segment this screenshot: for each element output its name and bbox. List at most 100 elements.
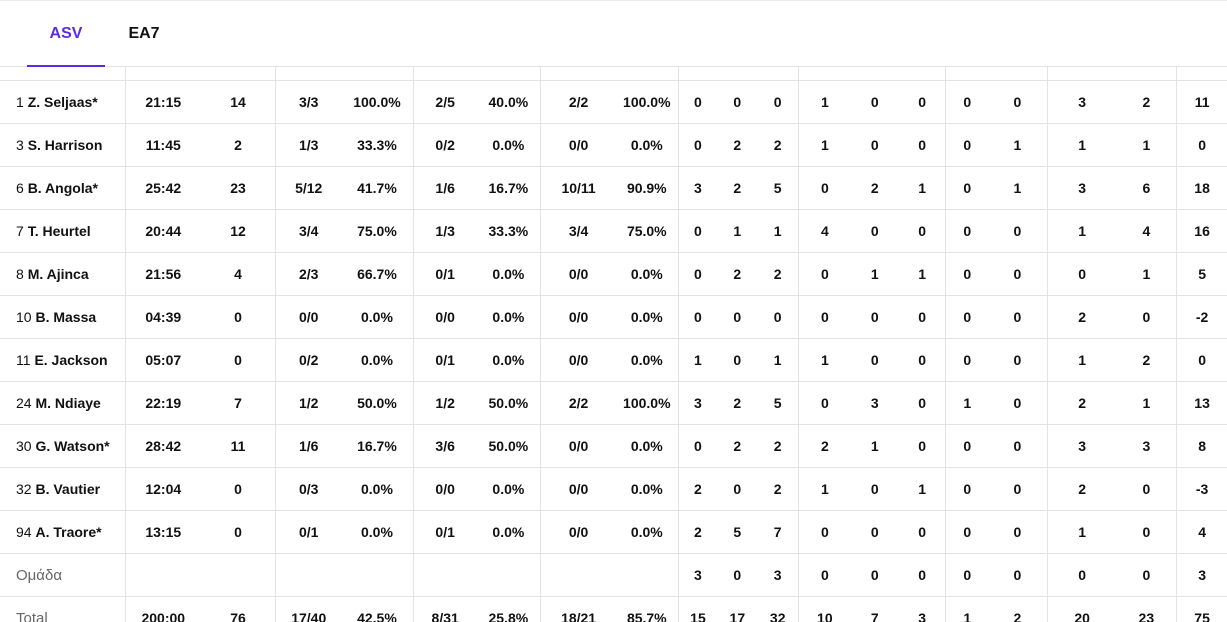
player-name[interactable]: M. Ajinca: [27, 266, 89, 282]
stat-cell: 0.0%: [476, 338, 542, 382]
header-cell: [1047, 67, 1117, 81]
stat-cell: 20: [1047, 596, 1117, 622]
stat-cell: 12:04: [125, 467, 201, 511]
stat-cell: 2: [1047, 295, 1117, 339]
player-row: 1 Z. Seljaas* 21:15 14 3/3 100.0% 2/5 40.0% 2/2…: [0, 80, 1227, 124]
stat-cell: 20:44: [125, 209, 201, 253]
stat-cell: 0: [898, 123, 947, 167]
stat-cell: 1: [717, 209, 758, 253]
player-name[interactable]: A. Traore*: [35, 524, 102, 540]
player-name[interactable]: M. Ndiaye: [35, 395, 101, 411]
team-row: Ομάδα 3 0 3 0 0 0 0 0 0 0 3: [0, 553, 1227, 597]
box-score-table: 1 Z. Seljaas* 21:15 14 3/3 100.0% 2/5 40.0% 2/2…: [0, 67, 1227, 622]
stat-cell: 0: [988, 510, 1048, 554]
stat-cell: 2: [757, 424, 800, 468]
stat-cell: 0: [798, 252, 851, 296]
tab-asv[interactable]: ASV: [49, 25, 83, 42]
stat-cell: 0: [678, 123, 718, 167]
player-name[interactable]: B. Angola*: [27, 180, 98, 196]
stat-cell: 3: [898, 596, 947, 622]
stat-cell: 1/6: [413, 166, 477, 210]
player-name[interactable]: B. Massa: [35, 309, 97, 325]
stat-cell: 1: [1116, 252, 1178, 296]
stat-cell: 18: [1176, 166, 1227, 210]
player-row: 8 M. Ajinca 21:56 4 2/3 66.7% 0/1 0.0% 0/0 0.0% 0…: [0, 252, 1227, 296]
stat-cell: 5: [757, 381, 800, 425]
stat-cell: 0: [678, 209, 718, 253]
stat-cell: 41.7%: [341, 166, 414, 210]
header-cell: [540, 67, 616, 81]
player-name[interactable]: E. Jackson: [34, 352, 108, 368]
stat-cell: 1: [945, 381, 989, 425]
stat-cell: 2: [757, 123, 800, 167]
stat-cell: [413, 553, 477, 597]
stat-cell: 2: [757, 252, 800, 296]
stat-cell: 0.0%: [615, 338, 679, 382]
header-cell: [678, 67, 718, 81]
stat-cell: 2: [717, 381, 758, 425]
player-number: 94: [16, 524, 32, 540]
player-name[interactable]: S. Harrison: [27, 137, 103, 153]
stat-cell: [200, 553, 277, 597]
stat-cell: 25:42: [125, 166, 201, 210]
tab-ea7[interactable]: EA7: [128, 25, 160, 42]
player-number: 30: [16, 438, 32, 454]
player-name[interactable]: Z. Seljaas*: [27, 94, 98, 110]
stat-cell: 3: [678, 166, 718, 210]
stat-cell: 0: [1176, 338, 1227, 382]
stat-cell: 10/11: [540, 166, 616, 210]
stat-cell: 0: [945, 510, 989, 554]
stat-cell: 0: [988, 80, 1048, 124]
stat-cell: 0/3: [275, 467, 342, 511]
stat-cell: 2: [717, 166, 758, 210]
stat-cell: 16.7%: [341, 424, 414, 468]
player-name[interactable]: B. Vautier: [35, 481, 101, 497]
stat-cell: 0.0%: [341, 467, 414, 511]
stat-cell: 18/21: [540, 596, 616, 622]
stat-cell: 25.8%: [476, 596, 542, 622]
stat-cell: 16: [1176, 209, 1227, 253]
stat-cell: 75.0%: [615, 209, 679, 253]
box-score-table-container[interactable]: 1 Z. Seljaas* 21:15 14 3/3 100.0% 2/5 40.0% 2/2…: [0, 67, 1227, 622]
player-name-cell: 11 E. Jackson: [0, 338, 126, 382]
stat-cell: 6: [1116, 166, 1178, 210]
stat-cell: 0/0: [540, 424, 616, 468]
header-cell: [275, 67, 342, 81]
stat-cell: 1: [945, 596, 989, 622]
stat-cell: 0: [945, 424, 989, 468]
player-row: 32 B. Vautier 12:04 0 0/3 0.0% 0/0 0.0% 0/0 0.0%…: [0, 467, 1227, 511]
player-number: 3: [16, 137, 24, 153]
stat-cell: 3/4: [275, 209, 342, 253]
stat-cell: 0/0: [413, 467, 477, 511]
stat-cell: 2/5: [413, 80, 477, 124]
player-name-cell: 7 T. Heurtel: [0, 209, 126, 253]
stat-cell: 10: [798, 596, 851, 622]
stat-cell: 3: [850, 381, 899, 425]
table-header-row: [0, 67, 1227, 81]
stat-cell: 0: [945, 123, 989, 167]
stat-cell: [540, 553, 616, 597]
player-row: 94 A. Traore* 13:15 0 0/1 0.0% 0/1 0.0% 0/0 0.0%…: [0, 510, 1227, 554]
stat-cell: 17: [717, 596, 758, 622]
header-cell: [898, 67, 947, 81]
stat-cell: 0.0%: [615, 510, 679, 554]
stat-cell: 16.7%: [476, 166, 542, 210]
stat-cell: 0: [988, 209, 1048, 253]
header-cell: [945, 67, 989, 81]
header-cell: [200, 67, 277, 81]
stat-cell: 0: [717, 295, 758, 339]
stat-cell: 0/0: [540, 467, 616, 511]
stat-cell: 0: [988, 424, 1048, 468]
player-name[interactable]: T. Heurtel: [27, 223, 91, 239]
stat-cell: 1: [757, 338, 800, 382]
stat-cell: 0: [757, 295, 800, 339]
stat-cell: 1: [850, 252, 899, 296]
stat-cell: 13:15: [125, 510, 201, 554]
stat-cell: 1: [1116, 381, 1178, 425]
player-name[interactable]: G. Watson*: [35, 438, 110, 454]
stat-cell: 1: [1047, 510, 1117, 554]
stat-cell: 0: [717, 80, 758, 124]
stat-cell: 04:39: [125, 295, 201, 339]
stat-cell: [476, 553, 542, 597]
team-row-label: Ομάδα: [0, 553, 126, 597]
